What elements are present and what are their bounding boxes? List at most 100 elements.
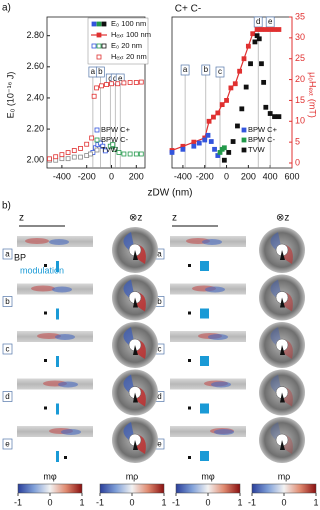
data-point	[59, 152, 65, 158]
colorbar-tick-label: 0	[47, 497, 52, 507]
row-label: c	[158, 345, 162, 354]
data-point	[221, 157, 227, 163]
strip-blob	[31, 285, 55, 292]
data-point	[169, 150, 175, 155]
disc-core	[280, 297, 285, 308]
data-point	[252, 39, 258, 45]
data-point	[248, 61, 253, 67]
y2-tick-label: 25	[295, 53, 305, 63]
strip-blob	[58, 381, 78, 388]
data-point	[226, 150, 232, 155]
modulation-bar	[200, 308, 209, 319]
x-tick-label: -400	[174, 171, 192, 181]
data-point	[263, 27, 269, 32]
data-point	[91, 93, 97, 99]
plot-frame	[171, 16, 293, 169]
disc-core	[133, 440, 138, 450]
panel-label: a)	[2, 3, 11, 14]
data-point	[191, 143, 197, 149]
x-tick-label: 400	[263, 171, 278, 181]
marker-box	[265, 16, 275, 28]
data-point	[235, 123, 240, 129]
axis-label: ⊗z	[276, 213, 289, 224]
row-label-box	[2, 296, 13, 307]
legend-label: TVW	[101, 145, 119, 154]
data-point	[276, 27, 282, 32]
y2-axis-label: μ₀Hₑₓₜ (mT)	[308, 72, 318, 118]
colorbar-tick-label: 0	[205, 497, 210, 507]
legend-label: BPW C+	[101, 125, 131, 134]
data-point	[232, 81, 238, 87]
legend-symbol	[96, 32, 102, 38]
row-label-box	[2, 343, 13, 355]
legend-label: BPW C-	[248, 135, 276, 144]
colorbar-tick-label: -1	[96, 497, 104, 507]
marker-label: a	[91, 67, 96, 76]
row-label-box	[2, 438, 13, 450]
y2-tick-label: 5	[295, 137, 300, 147]
data-point	[127, 151, 133, 157]
marker-label: a	[183, 65, 188, 74]
y2-tick-label: 20	[295, 74, 305, 84]
data-point	[104, 82, 109, 87]
data-point	[267, 27, 273, 32]
data-point	[138, 151, 144, 157]
data-point	[211, 114, 216, 120]
colorbar-tick-label: 1	[313, 497, 318, 507]
modulation-bar	[56, 356, 59, 367]
data-point	[272, 114, 277, 120]
strip-blob	[211, 381, 231, 388]
bp-dot	[188, 359, 191, 362]
data-point	[261, 79, 267, 85]
modulation-bar	[200, 261, 209, 271]
strip-blob	[49, 239, 69, 245]
legend-label: Hₑₓₜ 20 nm	[111, 52, 147, 61]
colorbar-tick-label: 0	[281, 497, 286, 507]
data-point	[237, 68, 243, 74]
bp-dot	[64, 456, 67, 459]
bp-dot	[44, 406, 47, 410]
bp-dot	[188, 406, 191, 410]
disc-core	[133, 297, 138, 308]
data-point	[254, 27, 260, 32]
data-point	[47, 156, 52, 162]
data-point	[239, 106, 245, 112]
strip-blob	[208, 334, 228, 340]
data-point	[100, 143, 106, 149]
panel-label: b)	[2, 201, 11, 212]
bp-dot	[44, 311, 47, 315]
data-point	[116, 150, 122, 155]
data-point	[138, 79, 144, 85]
axis-label: z	[172, 213, 177, 224]
marker-box	[95, 66, 105, 78]
modulation-bar	[200, 451, 209, 461]
disc-core	[133, 345, 138, 355]
y2-tick-label: 0	[295, 157, 300, 167]
y2-tick-label: 10	[295, 116, 305, 126]
data-point	[228, 85, 234, 91]
data-point	[110, 142, 116, 148]
data-point	[206, 118, 212, 124]
y2-tick-label: 15	[295, 95, 305, 105]
data-point	[224, 98, 229, 103]
chart-title: C+ C-	[175, 4, 201, 15]
data-point	[78, 145, 83, 151]
data-point	[208, 139, 214, 144]
strip-blob	[61, 429, 81, 435]
marker-box	[201, 64, 211, 76]
x-tick-label: 200	[129, 171, 144, 181]
colorbar	[99, 483, 165, 494]
legend-symbol	[96, 21, 102, 27]
row-label: b	[5, 297, 10, 306]
colorbar	[175, 483, 241, 494]
plot-frame	[46, 16, 146, 169]
legend-symbol	[101, 21, 107, 27]
bp-dot	[188, 456, 191, 459]
x-tick-label: 200	[241, 171, 256, 181]
bp-dot	[188, 264, 191, 267]
disc-core	[280, 345, 285, 355]
axis-label: ⊗z	[129, 213, 142, 224]
row-label: d	[5, 392, 9, 401]
legend-label: Hₑₓₜ 100 nm	[111, 30, 151, 39]
